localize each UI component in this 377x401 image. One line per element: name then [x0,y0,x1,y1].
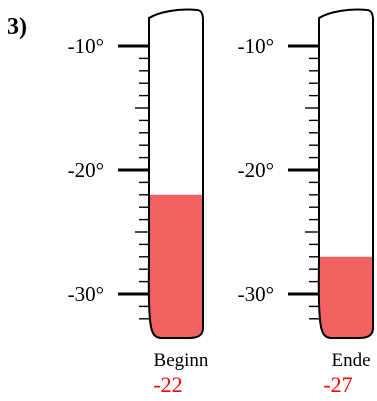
thermometer-fill-beginn [148,194,203,338]
tick-label: -30° [68,282,104,306]
tick-label: -20° [238,158,274,182]
thermometer-value-beginn: -22 [153,372,182,397]
problem-number: 3) [7,14,27,40]
tick-label: -30° [238,282,274,306]
thermometer-tube-beginn [147,8,204,339]
thermometer-value-ende: -27 [323,372,352,397]
tick-label: -20° [68,158,104,182]
tick-label: -10° [238,34,274,58]
thermometer-caption-beginn: Beginn [154,350,209,371]
thermometer-fill-ende [318,256,373,338]
thermometer-tube-ende [317,8,374,339]
thermometer-caption-ende: Ende [331,350,370,371]
tick-label: -10° [68,34,104,58]
